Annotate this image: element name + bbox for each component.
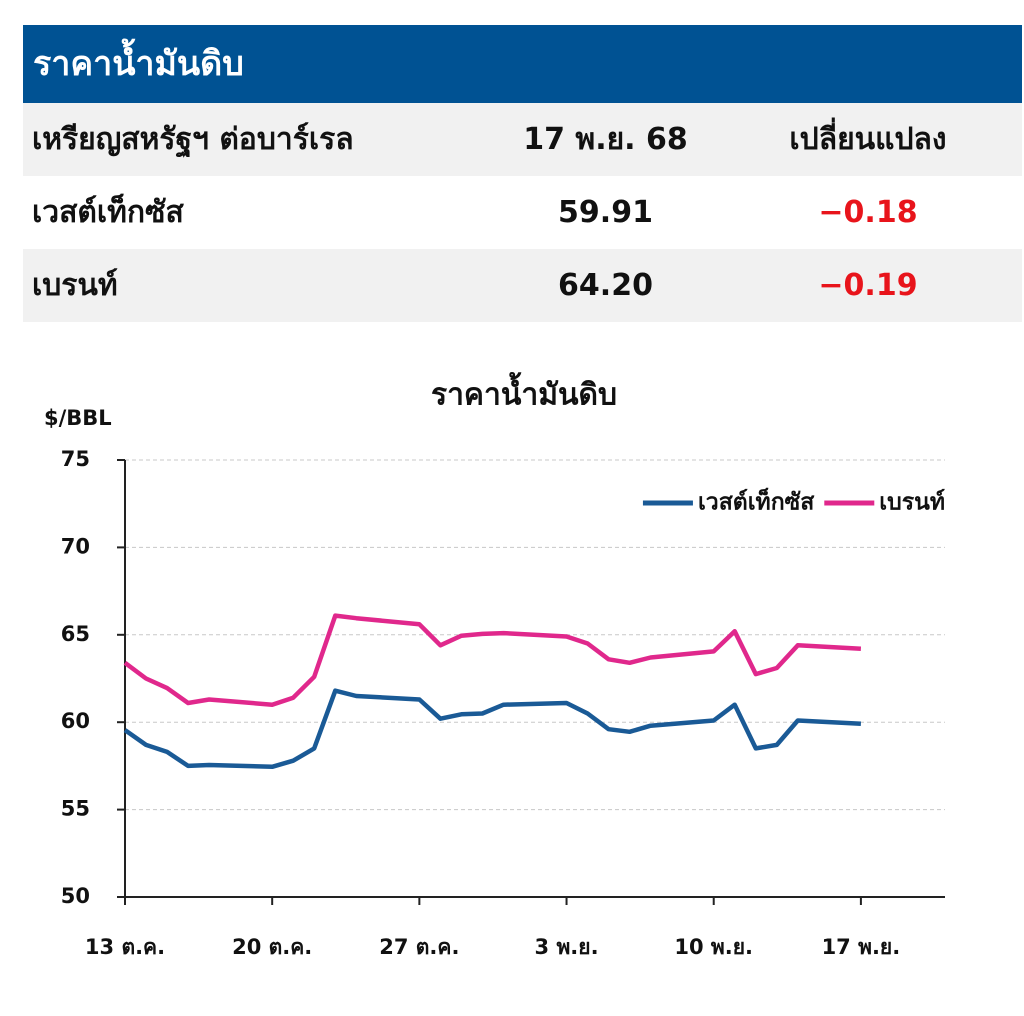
y-axis-label: $/BBL (44, 406, 112, 430)
y-tick-label: 55 (61, 797, 90, 821)
price-table: ราคาน้ำมันดิบ เหรียญสหรัฐฯ ต่อบาร์เรล 17… (23, 25, 1022, 322)
cell: −0.19 (818, 268, 918, 303)
header-cell: เหรียญสหรัฐฯ ต่อบาร์เรล (32, 122, 354, 157)
header-cell: เปลี่ยนแปลง (789, 122, 947, 157)
table-row: เบรนท์ 64.20 −0.19 (23, 249, 1022, 322)
y-tick-label: 65 (61, 622, 90, 646)
legend-label: เวสต์เท็กซัส (698, 487, 815, 516)
cell: 64.20 (558, 268, 653, 303)
cell: −0.18 (818, 195, 918, 230)
x-tick-label: 10 พ.ย. (674, 935, 753, 959)
y-tick-label: 75 (61, 447, 90, 471)
cell: เบรนท์ (32, 268, 118, 303)
x-tick-label: 27 ต.ค. (379, 935, 459, 959)
y-tick-label: 70 (61, 534, 90, 558)
cell: 59.91 (558, 195, 653, 230)
y-tick-label: 60 (61, 709, 90, 733)
header-cell: 17 พ.ย. 68 (523, 122, 688, 157)
y-tick-label: 50 (61, 884, 90, 908)
chart-title: ราคาน้ำมันดิบ (431, 372, 617, 413)
cell: เวสต์เท็กซัส (32, 195, 184, 230)
table-row: เวสต์เท็กซัส 59.91 −0.18 (23, 176, 1022, 249)
table-title: ราคาน้ำมันดิบ (23, 25, 1022, 103)
data-line (123, 688, 862, 770)
x-tick-label: 3 พ.ย. (535, 935, 599, 959)
table-header: เหรียญสหรัฐฯ ต่อบาร์เรล 17 พ.ย. 68 เปลี่… (23, 103, 1022, 176)
x-tick-label: 17 พ.ย. (822, 935, 901, 959)
x-tick-label: 20 ต.ค. (232, 935, 312, 959)
x-tick-label: 13 ต.ค. (85, 935, 165, 959)
legend-label: เบรนท์ (879, 489, 945, 516)
data-line (123, 613, 862, 707)
